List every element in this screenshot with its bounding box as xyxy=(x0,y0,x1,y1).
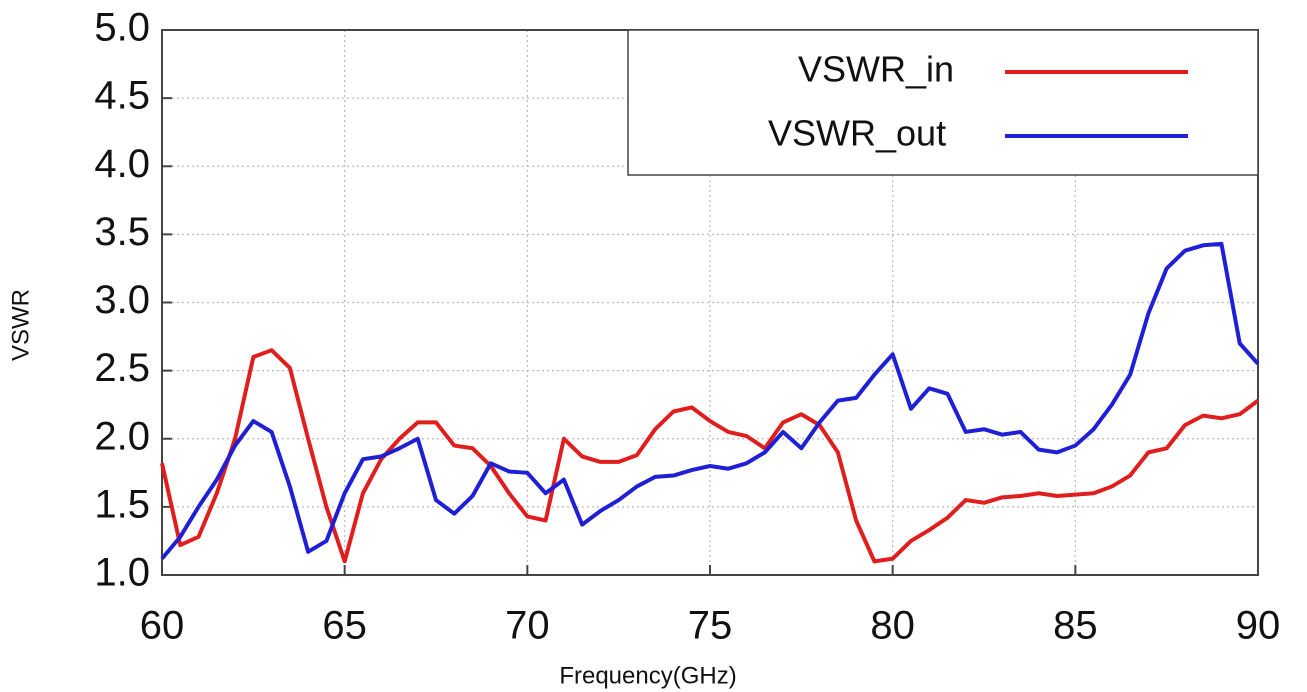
y-tick-label: 1.5 xyxy=(94,482,150,526)
y-tick-label: 3.5 xyxy=(94,210,150,254)
series-line xyxy=(160,241,1260,560)
y-axis-label: VSWR xyxy=(7,289,34,361)
y-tick-label: 5.0 xyxy=(94,6,150,50)
y-tick-label: 2.0 xyxy=(94,414,150,458)
x-tick-label: 60 xyxy=(140,604,185,648)
y-tick-label: 2.5 xyxy=(94,346,150,390)
y-tick-label: 4.0 xyxy=(94,142,150,186)
x-tick-label: 85 xyxy=(1053,604,1098,648)
legend-label: VSWR_out xyxy=(768,113,946,154)
x-tick-label: 90 xyxy=(1236,604,1281,648)
y-tick-label: 1.0 xyxy=(94,551,150,595)
y-tick-label: 4.5 xyxy=(94,74,150,118)
x-axis-label: Frequency(GHz) xyxy=(559,662,736,689)
legend-label: VSWR_in xyxy=(798,49,954,90)
series-line xyxy=(160,348,1260,564)
x-tick-label: 70 xyxy=(505,604,550,648)
x-tick-label: 65 xyxy=(322,604,367,648)
x-tick-label: 75 xyxy=(688,604,733,648)
y-tick-label: 3.0 xyxy=(94,278,150,322)
legend-box xyxy=(627,29,1259,176)
x-tick-label: 80 xyxy=(870,604,915,648)
